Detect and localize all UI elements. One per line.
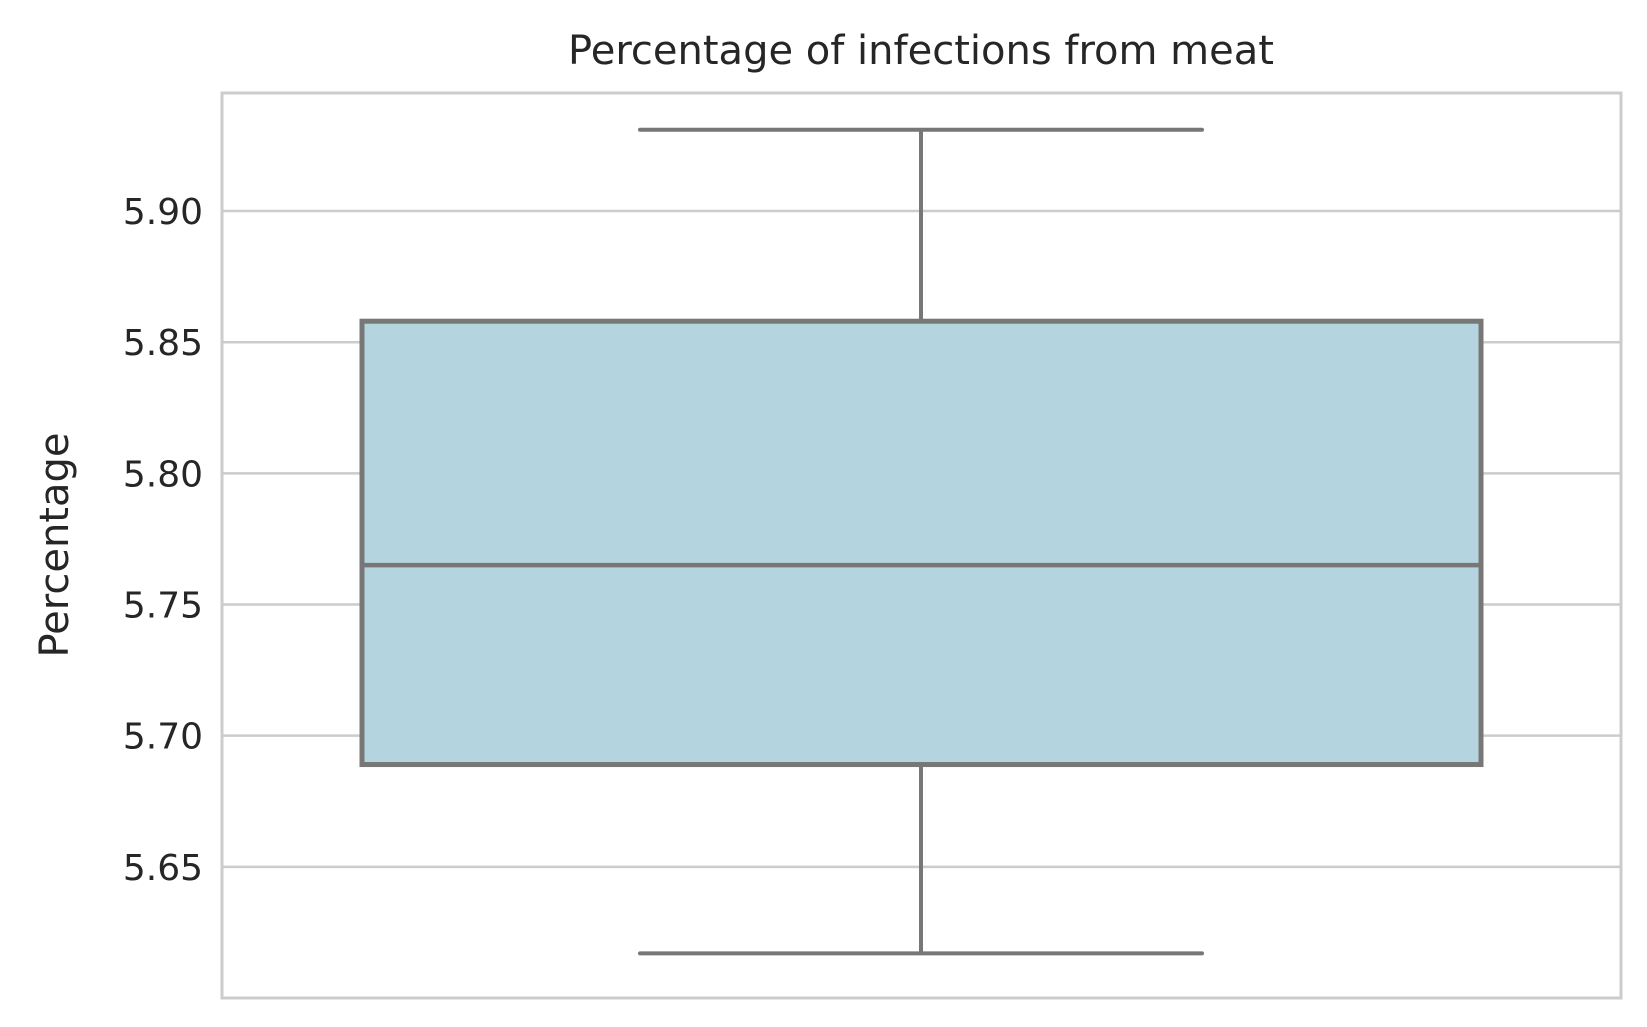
y-tick-label: 5.90	[123, 192, 203, 233]
chart-title: Percentage of infections from meat	[568, 28, 1274, 74]
plot-area-frame	[220, 91, 1623, 1000]
y-tick-label: 5.85	[123, 323, 203, 364]
y-tick-label: 5.80	[123, 454, 203, 495]
y-tick-label: 5.75	[123, 586, 203, 627]
box-plot-series	[359, 127, 1484, 956]
y-axis-label: Percentage	[32, 432, 78, 657]
y-axis-ticks: 5.65 5.70 5.75 5.80 5.85 5.90	[123, 192, 203, 889]
y-tick-label: 5.65	[123, 848, 203, 889]
y-tick-label: 5.70	[123, 717, 203, 758]
interquartile-box	[359, 318, 1484, 768]
